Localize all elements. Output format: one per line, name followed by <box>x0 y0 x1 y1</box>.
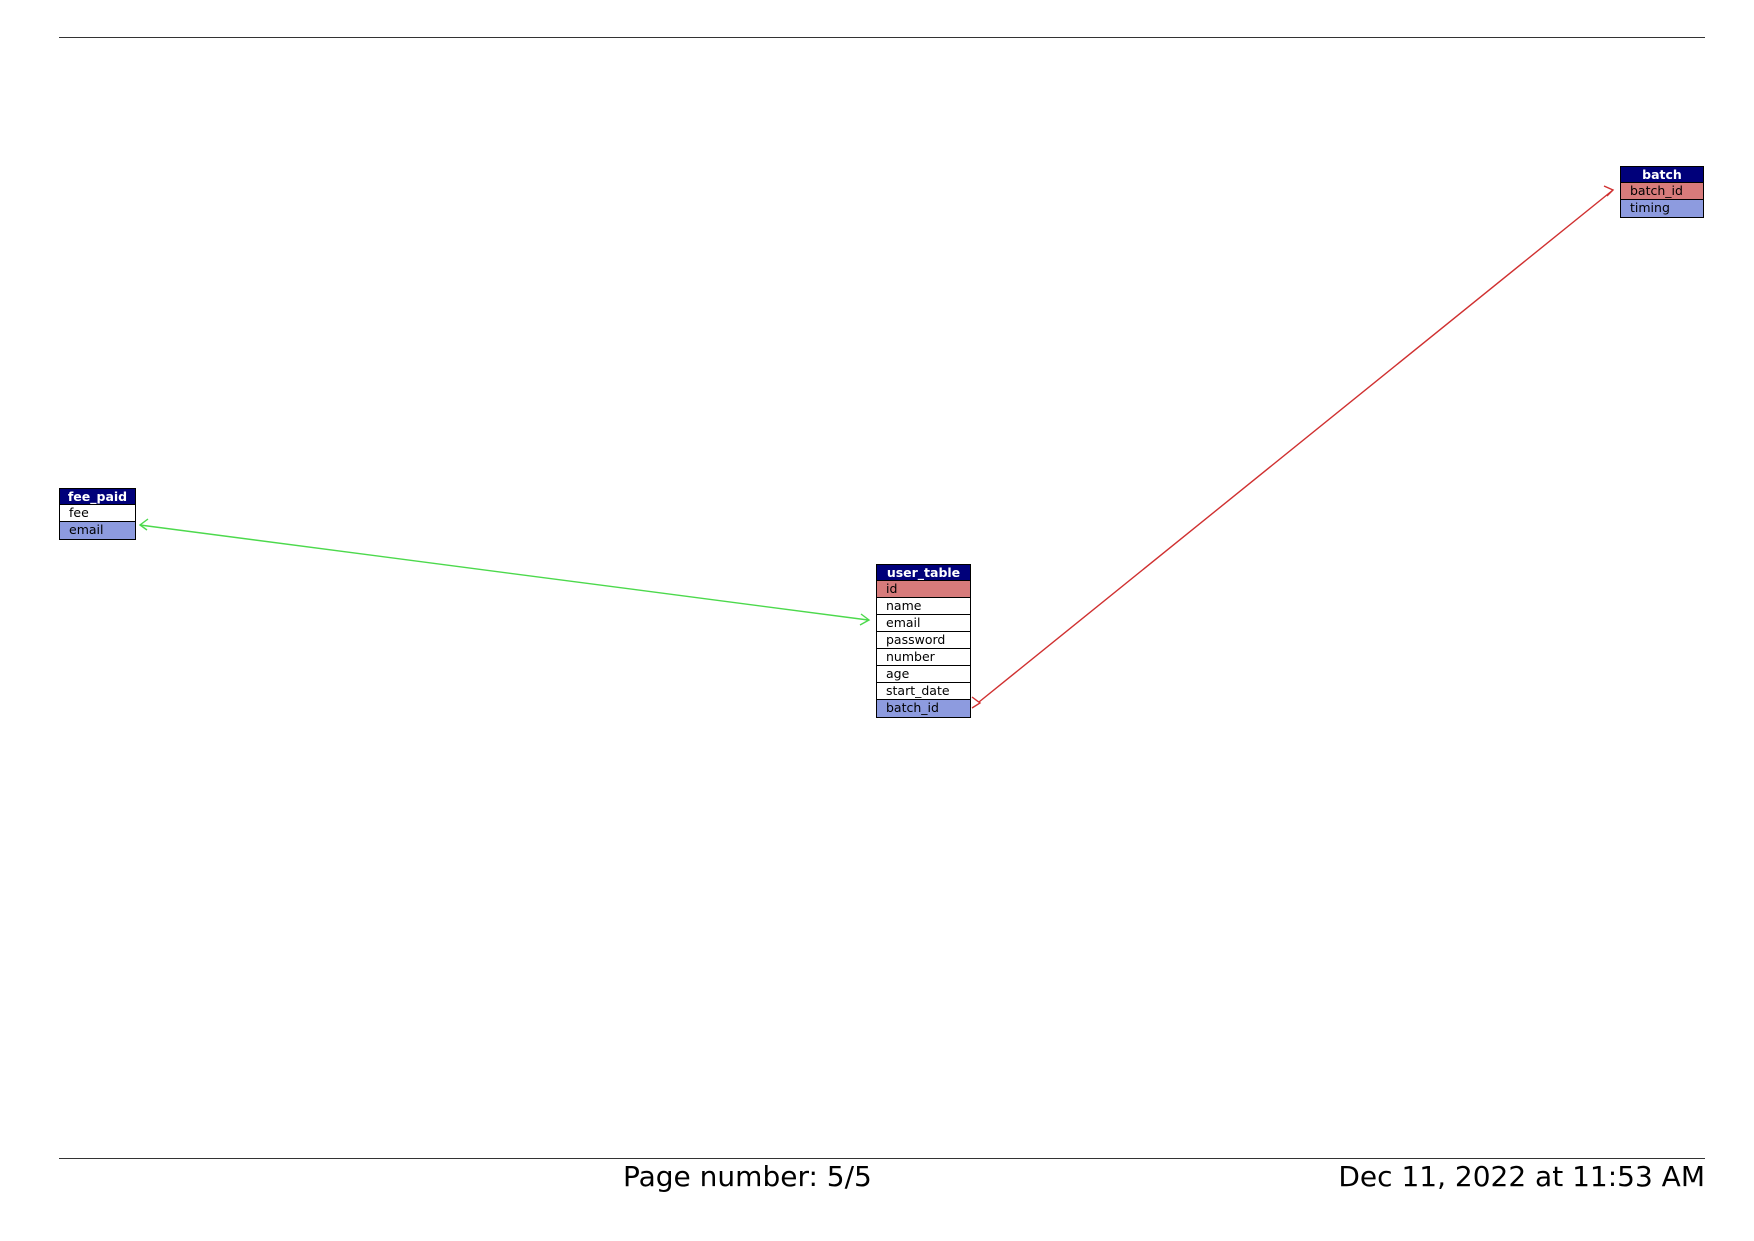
table-field: password <box>877 632 970 649</box>
table-user-table[interactable]: user_table id name email password number… <box>876 564 971 718</box>
table-field: id <box>877 581 970 598</box>
table-header: fee_paid <box>60 489 135 505</box>
table-header: batch <box>1621 167 1703 183</box>
table-header: user_table <box>877 565 970 581</box>
table-field: email <box>877 615 970 632</box>
table-field: start_date <box>877 683 970 700</box>
table-field: email <box>60 522 135 539</box>
table-field: batch_id <box>877 700 970 717</box>
table-field: age <box>877 666 970 683</box>
table-field: name <box>877 598 970 615</box>
relation-line-batch-id[interactable] <box>971 185 1615 709</box>
table-field: timing <box>1621 200 1703 217</box>
relation-line-email[interactable] <box>138 518 871 626</box>
timestamp: Dec 11, 2022 at 11:53 AM <box>1338 1160 1705 1193</box>
table-field: fee <box>60 505 135 522</box>
table-field: number <box>877 649 970 666</box>
top-rule <box>59 37 1705 38</box>
bottom-rule <box>59 1158 1705 1159</box>
table-field: batch_id <box>1621 183 1703 200</box>
table-batch[interactable]: batch batch_id timing <box>1620 166 1704 218</box>
page-number: Page number: 5/5 <box>623 1160 872 1193</box>
table-fee-paid[interactable]: fee_paid fee email <box>59 488 136 540</box>
